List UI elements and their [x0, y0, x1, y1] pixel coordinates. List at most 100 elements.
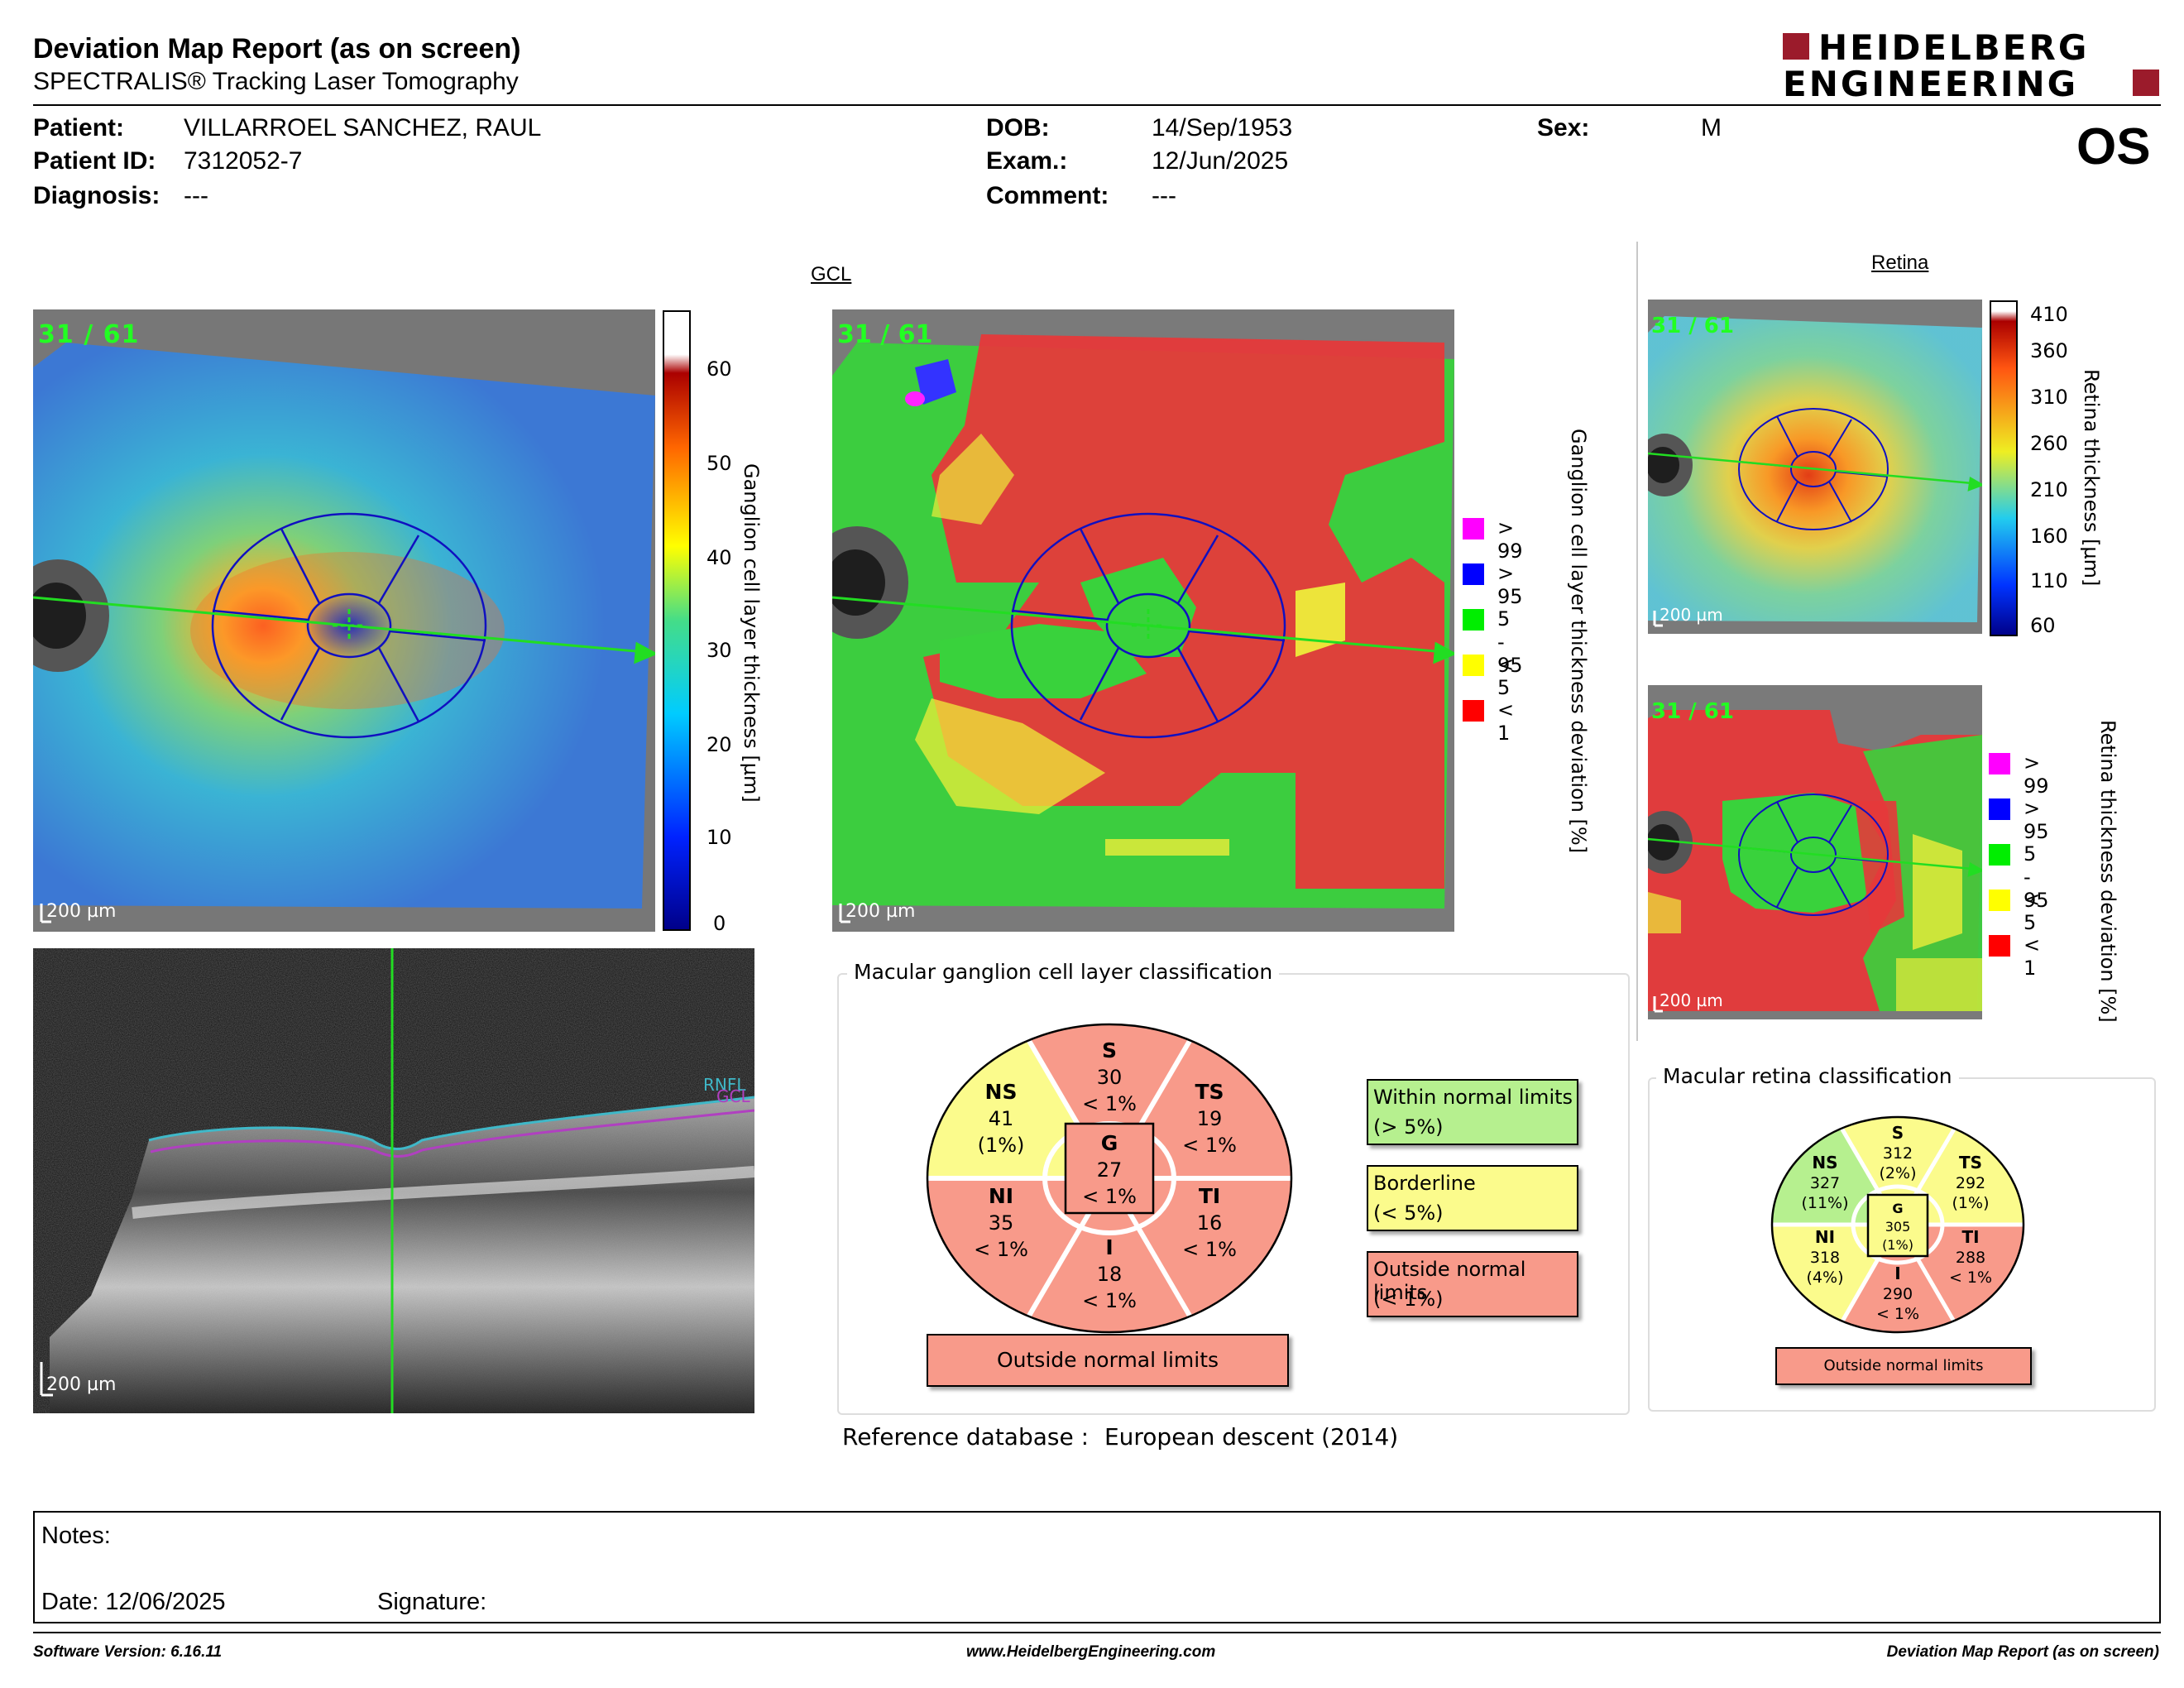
exam-date: 12/Jun/2025: [1152, 147, 1289, 175]
gcl-sector-i-pct: < 1%: [1082, 1289, 1137, 1312]
gcl-sector-ts-pct: < 1%: [1182, 1134, 1237, 1157]
legend-label: > 99: [1497, 516, 1523, 563]
retina-tick: 160: [2030, 525, 2068, 548]
exam-label: Exam.:: [986, 147, 1068, 175]
legend-label: > 99: [2024, 751, 2049, 798]
gcl-sector-g-value: 27: [1097, 1158, 1123, 1182]
notes-label: Notes:: [41, 1523, 111, 1549]
legend-swatch-lt5: [1989, 890, 2010, 911]
report-subtitle: SPECTRALIS® Tracking Laser Tomography: [33, 68, 519, 95]
retina-tick: 410: [2030, 303, 2068, 326]
gcl-tick: 0: [713, 912, 726, 935]
gcl-sector-ni-pct: < 1%: [974, 1238, 1028, 1261]
retina-sector-ti-pct: < 1%: [1949, 1268, 1992, 1287]
retina-classification-title: Macular retina classification: [1656, 1064, 1959, 1088]
gcl-thickness-map: 31 / 61 200 µm: [33, 309, 655, 932]
gcl-sector-ti-name: TI: [1199, 1184, 1220, 1208]
retina-classification-result: Outside normal limits: [1775, 1347, 2032, 1385]
reference-separator: :: [1080, 1423, 1090, 1451]
retina-tick: 60: [2030, 614, 2056, 637]
gcl-sector-ni-value: 35: [989, 1211, 1014, 1235]
footer-report-name: Deviation Map Report (as on screen): [1886, 1643, 2159, 1661]
gcl-sector-ns-pct: (1%): [978, 1134, 1025, 1157]
patient-id: 7312052-7: [184, 147, 303, 175]
retina-sector-g-pct: (1%): [1882, 1237, 1913, 1253]
retina-tick: 210: [2030, 478, 2068, 501]
legend-label: > 95: [2024, 797, 2049, 843]
retina-sector-ns-name: NS: [1812, 1153, 1837, 1172]
gcl-sector-s-value: 30: [1097, 1066, 1123, 1089]
retina-map-frame-count: 31 / 61: [1651, 314, 1734, 338]
legend-outside-normal-line1: Outside normal limits: [1373, 1258, 1526, 1304]
legend-swatch-normal: [1989, 844, 2010, 866]
retina-sector-i-value: 290: [1883, 1285, 1913, 1303]
retina-tick: 260: [2030, 432, 2068, 455]
footer-rule: [33, 1632, 2161, 1633]
legend-swatch-gt99: [1989, 753, 2010, 774]
retina-sector-ts-value: 292: [1956, 1174, 1985, 1192]
notes-box: Notes: Date: 12/06/2025 Signature:: [33, 1511, 2161, 1623]
dob-label: DOB:: [986, 114, 1050, 141]
retina-sector-g-name: G: [1892, 1201, 1903, 1216]
patient-name: VILLARROEL SANCHEZ, RAUL: [184, 114, 542, 141]
retina-colorbar-label: Retina thickness [µm]: [2080, 369, 2103, 587]
retina-deviation-label: Retina thickness deviation [%]: [2096, 720, 2119, 1023]
legend-swatch-gt95: [1463, 563, 1484, 585]
retina-thickness-map: 31 / 61 200 µm: [1648, 300, 1982, 634]
gcl-sector-ns-name: NS: [985, 1080, 1018, 1104]
diagnosis-label: Diagnosis:: [33, 182, 160, 209]
bscan-rnfl-label: RNFL: [703, 1075, 746, 1095]
retina-colorbar-ticks: 410 360 310 260 210 160 110 60: [2030, 300, 2071, 639]
notes-date-label: Date:: [41, 1589, 99, 1615]
gcl-deviation-map: 31 / 61 200 µm: [832, 309, 1454, 932]
retina-section-title: Retina: [1871, 252, 1929, 274]
retina-deviation-map: 31 / 61 200 µm: [1648, 685, 1982, 1019]
patient-label: Patient:: [33, 114, 125, 141]
retina-colorbar: [1990, 300, 2018, 636]
retina-deviation-scale: 200 µm: [1660, 990, 1723, 1010]
gcl-tick: 40: [706, 546, 732, 569]
website-url: www.HeidelbergEngineering.com: [966, 1643, 1216, 1661]
retina-sector-i-name: I: [1894, 1264, 1900, 1283]
gcl-colorbar-label: Ganglion cell layer thickness [µm]: [740, 463, 763, 803]
reference-label: Reference database: [842, 1423, 1074, 1451]
retina-tick: 310: [2030, 386, 2068, 409]
comment-label: Comment:: [986, 182, 1109, 209]
sex: M: [1701, 114, 1722, 141]
retina-sector-s-name: S: [1892, 1123, 1904, 1143]
legend-within-normal-line1: Within normal limits: [1373, 1086, 1573, 1109]
gcl-map-scale: 200 µm: [46, 901, 116, 922]
retina-tick: 110: [2030, 569, 2068, 592]
signature-label: Signature:: [377, 1589, 487, 1615]
gcl-sector-s-pct: < 1%: [1082, 1092, 1137, 1115]
retina-sector-i-pct: < 1%: [1876, 1305, 1919, 1323]
gcl-deviation-label: Ganglion cell layer thickness deviation …: [1567, 429, 1590, 854]
gcl-sector-ts-name: TS: [1195, 1080, 1224, 1104]
logo-line2: ENGINEERING: [1783, 64, 2078, 104]
legend-swatch-gt99: [1463, 518, 1484, 539]
legend-borderline-line1: Borderline: [1373, 1172, 1476, 1195]
gcl-colorbar-ticks: 60 50 40 30 20 10 0: [706, 348, 740, 943]
comment: ---: [1152, 182, 1176, 209]
gcl-sector-i-value: 18: [1097, 1263, 1123, 1286]
legend-label: < 1: [1497, 698, 1515, 745]
retina-sector-ts-name: TS: [1959, 1153, 1982, 1172]
retina-map-scale: 200 µm: [1660, 605, 1723, 625]
gcl-tick: 60: [706, 357, 732, 381]
gcl-sector-ti-value: 16: [1197, 1211, 1223, 1235]
dob: 14/Sep/1953: [1152, 114, 1293, 141]
retina-sector-ns-value: 327: [1810, 1174, 1840, 1192]
gcl-deviation-frame-count: 31 / 61: [837, 320, 932, 349]
report-title: Deviation Map Report (as on screen): [33, 33, 521, 65]
retina-sector-ni-pct: (4%): [1807, 1268, 1844, 1287]
legend-label: < 5: [2024, 888, 2041, 934]
patient-id-label: Patient ID:: [33, 147, 156, 175]
legend-outside-normal-line2: (< 1%): [1373, 1288, 1444, 1311]
oct-bscan: RNFL GCL 200 µm: [33, 948, 754, 1413]
gcl-tick: 20: [706, 733, 732, 756]
retina-sector-ni-name: NI: [1815, 1227, 1835, 1247]
legend-within-normal: Within normal limits (> 5%): [1367, 1079, 1578, 1145]
notes-date-value: 12/06/2025: [105, 1589, 226, 1615]
legend-label: < 1: [2024, 933, 2041, 980]
